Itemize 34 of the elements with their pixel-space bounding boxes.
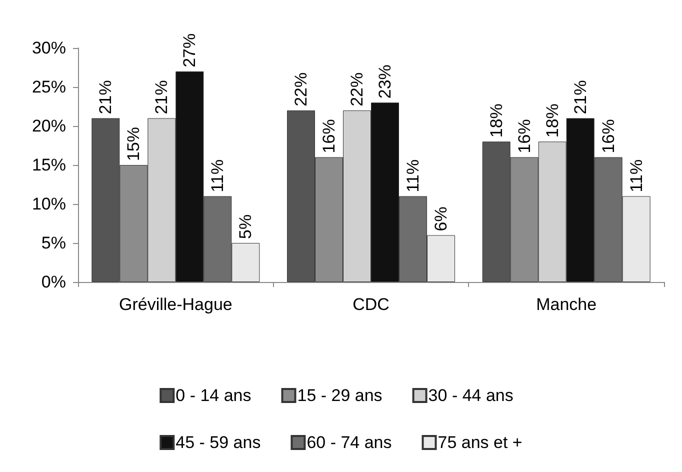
data-label: 15% — [124, 126, 144, 161]
y-tick-label: 25% — [32, 78, 66, 96]
data-label: 11% — [403, 159, 422, 192]
data-label: 11% — [208, 159, 228, 192]
y-tick-label: 20% — [32, 116, 66, 136]
legend-label: 15 - 29 ans — [297, 386, 382, 405]
x-tick-label: CDC — [352, 295, 390, 314]
data-label: 16% — [514, 119, 534, 154]
data-label: 18% — [486, 104, 506, 138]
data-label: 27% — [180, 33, 200, 68]
data-label: 21% — [570, 80, 590, 114]
data-label: 6% — [431, 206, 450, 232]
data-label: 5% — [236, 214, 256, 239]
data-label: 22% — [292, 72, 311, 106]
x-tick-label: Manche — [536, 295, 597, 314]
legend-label: 45 - 59 ans — [176, 433, 261, 452]
data-label: 11% — [626, 159, 646, 192]
y-tick-label: 15% — [32, 156, 66, 174]
data-label: 22% — [348, 72, 366, 106]
y-tick-label: 10% — [32, 194, 66, 214]
data-label: 16% — [598, 119, 618, 154]
data-label: 21% — [96, 80, 116, 114]
x-tick-label: Gréville-Hague — [118, 295, 232, 314]
y-tick-label: 5% — [41, 234, 66, 252]
legend-label: 60 - 74 ans — [306, 433, 392, 452]
legend-label: 30 - 44 ans — [428, 386, 514, 405]
data-label: 21% — [152, 80, 172, 114]
y-tick-label: 0% — [41, 272, 66, 292]
y-tick-label: 30% — [32, 38, 66, 58]
data-label: 23% — [376, 64, 394, 99]
data-label: 18% — [542, 104, 562, 138]
legend-label: 0 - 14 ans — [176, 386, 252, 405]
data-label: 16% — [320, 119, 339, 154]
legend-label: 75 ans et + — [438, 433, 522, 452]
